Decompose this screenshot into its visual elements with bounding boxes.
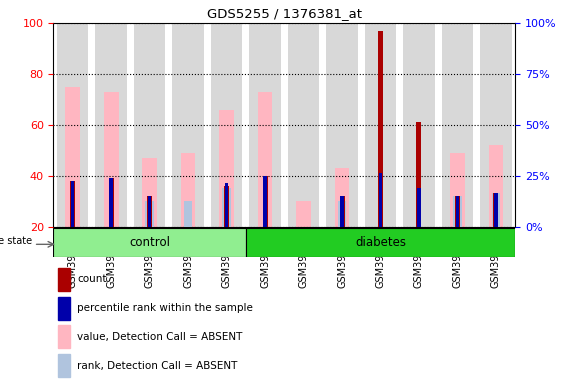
Bar [335, 168, 349, 227]
Bar [225, 183, 229, 227]
Text: disease state: disease state [0, 237, 33, 247]
Bar [109, 178, 113, 227]
Bar [211, 23, 243, 227]
Bar [340, 196, 344, 227]
Bar [489, 145, 503, 227]
Bar [59, 326, 70, 349]
Bar [65, 87, 80, 227]
Bar [365, 23, 396, 227]
Bar [53, 228, 246, 257]
Bar [493, 194, 498, 227]
Bar [379, 173, 382, 227]
Bar [339, 196, 345, 227]
Bar [59, 354, 70, 377]
Bar [95, 23, 127, 227]
Bar [222, 189, 231, 227]
Bar [184, 201, 193, 227]
Bar [258, 92, 272, 227]
Text: value, Detection Call = ABSENT: value, Detection Call = ABSENT [77, 332, 243, 342]
Text: rank, Detection Call = ABSENT: rank, Detection Call = ABSENT [77, 361, 238, 371]
Bar [181, 153, 195, 227]
Bar [403, 23, 435, 227]
Bar [453, 196, 462, 227]
Text: count: count [77, 274, 107, 285]
Bar [417, 122, 422, 227]
Bar [134, 23, 166, 227]
Bar [59, 296, 70, 319]
Bar [288, 23, 319, 227]
Bar [263, 176, 267, 227]
Bar [246, 228, 515, 257]
Bar [450, 153, 464, 227]
Bar [338, 201, 346, 227]
Text: percentile rank within the sample: percentile rank within the sample [77, 303, 253, 313]
Bar [172, 23, 204, 227]
Bar [148, 196, 151, 227]
Bar [70, 181, 75, 227]
Bar [71, 181, 74, 227]
Text: control: control [129, 237, 170, 249]
Bar [59, 268, 70, 291]
Bar [455, 196, 459, 227]
Bar [249, 23, 281, 227]
Bar [326, 23, 358, 227]
Bar [142, 158, 157, 227]
Bar [455, 196, 460, 227]
Text: diabetes: diabetes [355, 237, 406, 249]
Title: GDS5255 / 1376381_at: GDS5255 / 1376381_at [207, 7, 362, 20]
Bar [262, 176, 267, 227]
Bar [378, 31, 383, 227]
Bar [147, 196, 152, 227]
Bar [220, 109, 234, 227]
Bar [57, 23, 88, 227]
Bar [417, 189, 421, 227]
Bar [441, 23, 473, 227]
Bar [109, 178, 114, 227]
Bar [145, 201, 154, 227]
Bar [494, 194, 498, 227]
Bar [480, 23, 512, 227]
Bar [104, 92, 118, 227]
Bar [224, 186, 229, 227]
Bar [296, 201, 311, 227]
Bar [491, 194, 500, 227]
